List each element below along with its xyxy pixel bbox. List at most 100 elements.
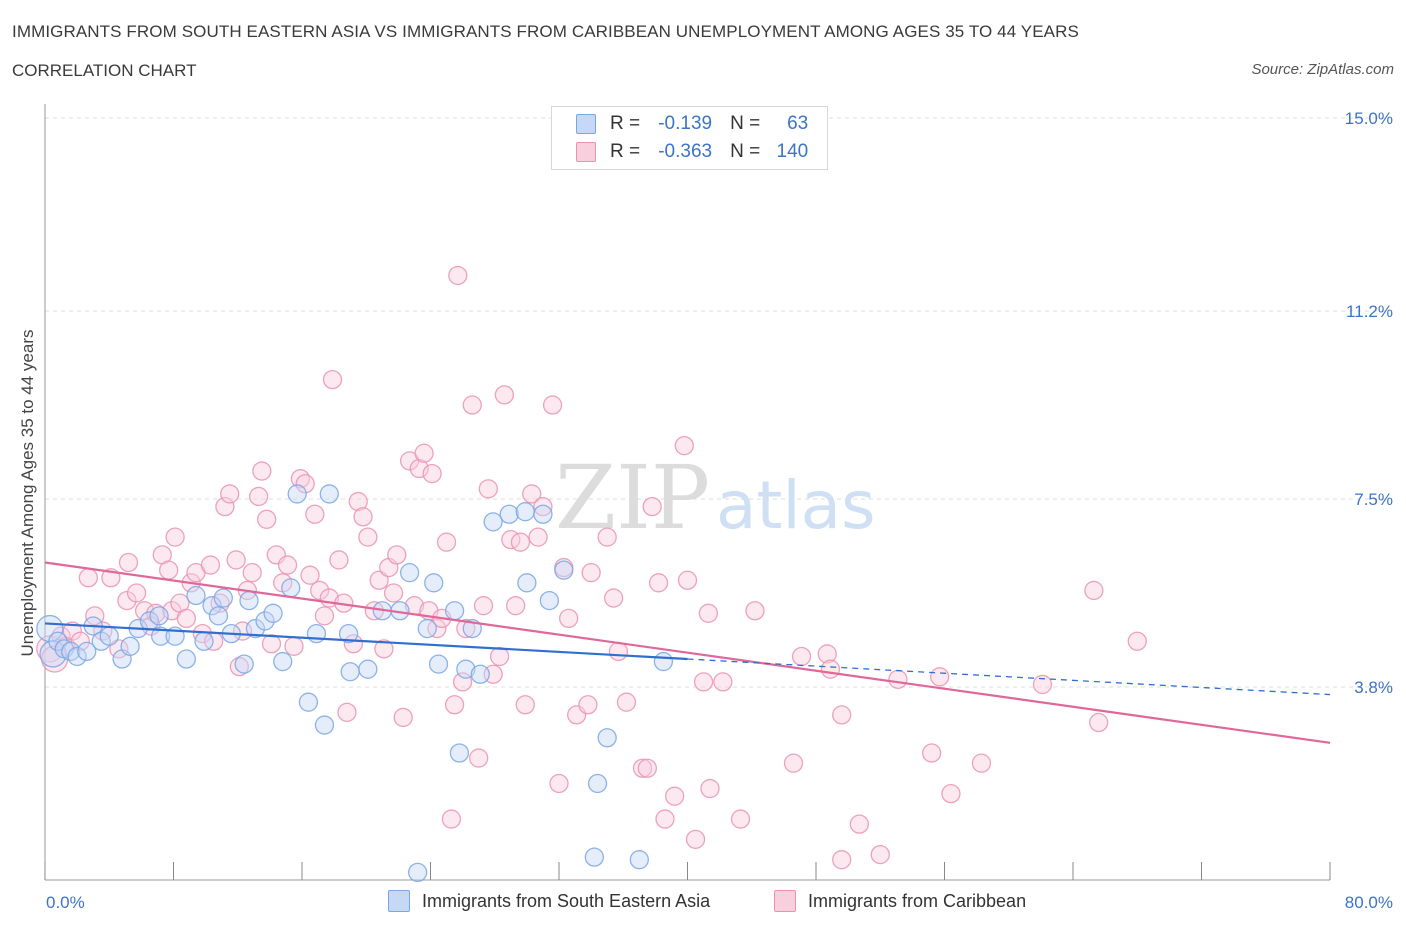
data-point-caribbean: [528, 527, 548, 547]
r-label: R =: [610, 113, 641, 134]
watermark: ZIP atlas: [555, 446, 876, 549]
n-value: 63: [787, 113, 809, 134]
data-point-caribbean: [441, 809, 462, 829]
data-point-caribbean: [542, 395, 563, 415]
data-point-south-eastern-asia: [202, 596, 222, 616]
data-point-south-eastern-asia: [67, 646, 87, 667]
data-point-south-eastern-asia: [319, 484, 339, 504]
data-point-caribbean: [469, 748, 489, 768]
data-point-south-eastern-asia: [533, 504, 553, 524]
data-point-caribbean: [393, 707, 413, 728]
tick-labels: 3.8% 7.5% 11.2% 15.0% 0.0% 80.0%: [46, 109, 1393, 912]
data-point-caribbean: [642, 496, 662, 517]
data-point-caribbean: [700, 778, 720, 799]
data-point-caribbean: [473, 596, 494, 616]
data-point-south-eastern-asia: [48, 631, 68, 651]
legend-swatch-pink: [576, 142, 596, 162]
data-point-caribbean: [242, 563, 262, 583]
data-point-south-eastern-asia: [428, 654, 449, 674]
data-point-caribbean: [374, 639, 394, 659]
data-point-caribbean: [300, 565, 320, 585]
data-point-caribbean: [165, 527, 185, 547]
data-point-south-eastern-asia: [176, 649, 197, 669]
data-point-south-eastern-asia: [120, 636, 140, 656]
data-point-south-eastern-asia: [150, 626, 171, 646]
data-point-south-eastern-asia: [449, 743, 470, 763]
data-point-south-eastern-asia: [483, 512, 503, 532]
data-point-south-eastern-asia: [597, 728, 617, 748]
data-point-caribbean: [200, 555, 221, 575]
data-point-caribbean: [159, 560, 179, 580]
n-label: N =: [730, 141, 761, 162]
data-point-caribbean: [549, 773, 569, 794]
series-legend: Immigrants from South Eastern Asia Immig…: [0, 890, 1406, 916]
data-point-south-eastern-asia: [77, 641, 97, 662]
data-point-south-eastern-asia: [470, 664, 490, 684]
legend-label: Immigrants from Caribbean: [808, 890, 1027, 911]
data-point-caribbean: [314, 606, 335, 626]
trend-line-south-eastern-asia-extension: [687, 658, 1331, 696]
data-point-south-eastern-asia: [61, 641, 81, 662]
data-point-south-eastern-asia: [213, 588, 233, 608]
data-point-caribbean: [922, 743, 942, 763]
data-point-caribbean: [70, 631, 90, 651]
data-point-caribbean: [674, 436, 694, 456]
data-point-south-eastern-asia: [407, 862, 428, 883]
data-point-south-eastern-asia: [149, 606, 169, 626]
data-point-caribbean: [358, 527, 378, 547]
legend-item-caribbean[interactable]: Immigrants from Caribbean: [774, 890, 1026, 912]
data-point-south-eastern-asia: [281, 578, 301, 598]
trend-line-south-eastern-asia: [44, 622, 688, 661]
data-point-caribbean: [257, 509, 277, 529]
data-point-caribbean: [1032, 674, 1053, 695]
data-point-south-eastern-asia: [287, 484, 307, 504]
data-point-south-eastern-asia: [99, 626, 119, 646]
data-point-caribbean: [337, 702, 357, 723]
data-point-south-eastern-asia: [499, 504, 519, 524]
data-point-south-eastern-asia: [587, 773, 608, 794]
data-point-caribbean: [713, 672, 733, 692]
data-point-caribbean: [941, 783, 961, 804]
legend-swatch-blue: [388, 890, 410, 912]
data-point-caribbean: [648, 573, 669, 593]
data-point-south-eastern-asia: [424, 573, 444, 593]
data-point-caribbean: [452, 672, 473, 692]
y-axis-label: Unemployment Among Ages 35 to 44 years: [18, 330, 37, 657]
data-point-south-eastern-asia: [554, 560, 574, 580]
data-point-caribbean: [489, 646, 510, 667]
data-point-caribbean: [581, 563, 601, 583]
data-point-caribbean: [494, 385, 515, 405]
data-point-caribbean: [533, 496, 553, 517]
y-tick-label: 15.0%: [1345, 109, 1393, 128]
data-point-caribbean: [220, 484, 240, 504]
trend-lines: [44, 561, 1331, 744]
data-point-caribbean: [126, 583, 147, 603]
data-point-caribbean: [305, 504, 325, 524]
watermark-atlas: atlas: [716, 467, 876, 544]
y-tick-label: 3.8%: [1354, 678, 1393, 697]
data-point-caribbean: [791, 646, 812, 667]
data-point-caribbean: [637, 758, 657, 778]
data-point-caribbean: [444, 695, 465, 715]
legend-item-south-eastern-asia[interactable]: Immigrants from South Eastern Asia: [388, 890, 710, 912]
source-credit: Source: ZipAtlas.com: [1251, 61, 1394, 78]
data-point-caribbean: [436, 532, 457, 552]
data-point-caribbean: [85, 606, 105, 626]
data-point-caribbean: [284, 636, 304, 656]
data-point-caribbean: [597, 527, 617, 547]
data-point-caribbean: [608, 641, 629, 662]
data-point-caribbean: [261, 634, 282, 654]
data-point-caribbean: [510, 532, 531, 552]
data-point-caribbean: [383, 583, 404, 603]
data-point-caribbean: [930, 667, 950, 687]
data-point-south-eastern-asia: [456, 659, 476, 679]
data-point-caribbean: [888, 669, 908, 689]
data-point-caribbean: [698, 603, 719, 623]
data-point-caribbean: [146, 603, 166, 623]
data-point-caribbean: [295, 474, 315, 494]
data-point-caribbean: [252, 461, 272, 481]
data-point-caribbean: [817, 644, 837, 664]
watermark-zip: ZIP: [555, 446, 710, 549]
chart-subtitle: CORRELATION CHART: [12, 61, 197, 80]
y-tick-label: 7.5%: [1354, 490, 1393, 509]
